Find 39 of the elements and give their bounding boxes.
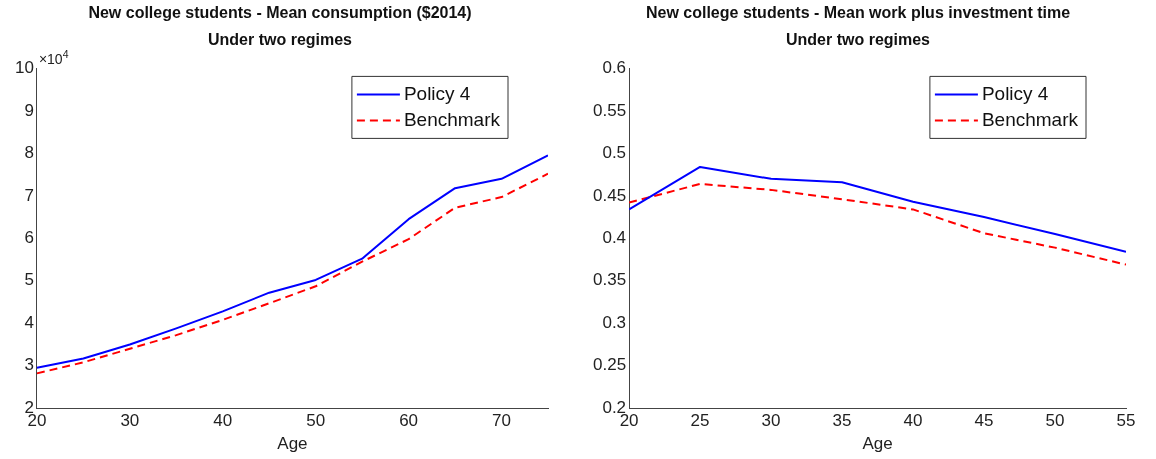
legend-label: Benchmark	[403, 108, 501, 130]
y-tick-label: 8	[24, 143, 34, 163]
y-tick-label: 4	[24, 312, 34, 332]
x-tick-label: 40	[903, 411, 923, 431]
x-tick-label: 50	[1045, 411, 1065, 431]
x-axis-title: Age	[277, 434, 308, 454]
x-tick-label: 45	[974, 411, 994, 431]
x-tick-label: 30	[761, 411, 781, 431]
x-tick-label: 50	[306, 411, 326, 431]
x-tick-label: 40	[213, 411, 233, 431]
y-tick-label: 10	[14, 58, 34, 78]
x-tick-label: 30	[120, 411, 140, 431]
x-tick-label: 60	[399, 411, 419, 431]
y-tick-label: 0.45	[592, 185, 627, 205]
chart-title: New college students - Mean work plus investment time	[645, 4, 1071, 22]
legend-label: Policy 4	[981, 82, 1049, 104]
x-tick-label: 70	[492, 411, 511, 431]
y-tick-label: 0.5	[602, 143, 627, 163]
x-tick-label: 25	[690, 411, 710, 431]
y-tick-label: 6	[24, 227, 34, 247]
x-axis-title: Age	[862, 434, 893, 454]
y-tick-label: 0.25	[592, 355, 627, 375]
x-tick-label: 35	[832, 411, 852, 431]
y-tick-label: 0.3	[602, 312, 627, 332]
y-tick-label: 0.55	[592, 100, 627, 120]
legend-label: Benchmark	[981, 108, 1079, 130]
y-tick-label: 5	[24, 270, 34, 290]
y-tick-label: 7	[24, 185, 34, 205]
line-series	[629, 182, 1126, 266]
legend-label: Policy 4	[403, 82, 471, 104]
y-tick-label: 0.6	[602, 58, 627, 78]
y-tick-label: 9	[24, 100, 34, 120]
chart-title: New college students - Mean consumption ($2014)	[88, 4, 472, 22]
y-tick-label: 0.4	[602, 227, 627, 247]
x-tick-label: 55	[1116, 411, 1136, 431]
chart-subtitle: Under two regimes	[207, 31, 353, 49]
y-tick-label: 3	[24, 355, 34, 375]
chart-subtitle: Under two regimes	[785, 31, 931, 49]
y-tick-label: 0.35	[592, 270, 627, 290]
